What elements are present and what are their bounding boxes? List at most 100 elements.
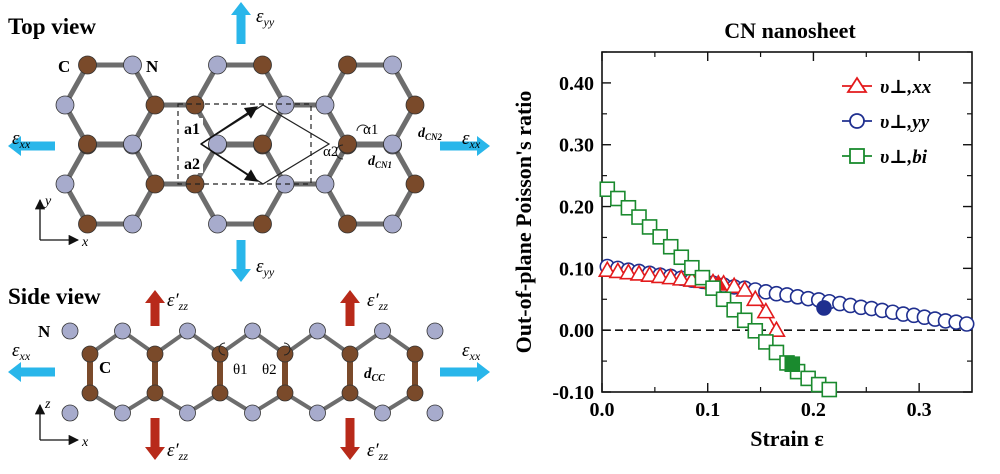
data-point-triangle xyxy=(756,302,776,319)
nitrogen-atom xyxy=(315,174,335,194)
chart-ticks: 0.0 0.1 0.2 0.3 -0.10 0.00 0.10 0.20 0.30 0.40 xyxy=(552,51,972,421)
nitrogen-label-side: N xyxy=(38,322,51,341)
legend-entry-yy: υ⊥,yy xyxy=(842,112,930,133)
chart-series xyxy=(597,181,975,398)
carbon-atom xyxy=(253,134,272,154)
nitrogen-atom xyxy=(208,134,227,154)
carbon-atom xyxy=(145,95,165,115)
nitrogen-atom xyxy=(123,214,142,234)
exx-label-side-left: εxx xyxy=(12,340,31,363)
y-tick-label: 0.10 xyxy=(559,258,594,280)
data-point-triangle xyxy=(619,263,638,280)
carbon-atom xyxy=(338,214,357,234)
data-point-triangle xyxy=(767,320,786,337)
dcc-label: dCC xyxy=(364,366,385,384)
y-axis-title: Out-of-plane Poisson's ratio xyxy=(511,91,536,354)
nitrogen-atom xyxy=(309,322,326,340)
legend-entry-xx: υ⊥,xx xyxy=(842,76,932,98)
alpha1-label: α1 xyxy=(363,122,378,138)
carbon-atom xyxy=(405,95,425,115)
carbon-atom xyxy=(78,55,97,75)
nitrogen-atom xyxy=(244,322,261,340)
a2-label: a2 xyxy=(184,156,200,173)
x-tick-label: 0.0 xyxy=(590,399,615,421)
chart-panel: CN nanosheet 0.0 0.1 0.2 0.3-0.100.000.100.… xyxy=(511,18,975,451)
unit-cell-box xyxy=(177,103,312,185)
nitrogen-atom xyxy=(315,95,335,115)
data-point-triangle xyxy=(745,289,765,307)
dcn1-label: dCN1 xyxy=(368,154,392,170)
highlight-point-square xyxy=(784,356,801,372)
carbon-atom xyxy=(338,55,357,75)
nitrogen-atom xyxy=(61,404,79,422)
data-point-triangle xyxy=(661,268,681,285)
carbon-atom xyxy=(405,174,425,194)
top-view-title: Top view xyxy=(8,14,96,39)
strain-arrow-zz-down-right xyxy=(340,418,360,460)
exx-label-side-right: εxx xyxy=(462,340,481,363)
carbon-atom xyxy=(276,345,294,363)
carbon-atom xyxy=(146,384,164,402)
data-point-triangle xyxy=(597,260,617,278)
eyy-label-bottom: εyy xyxy=(256,256,275,279)
carbon-atom xyxy=(145,174,165,194)
carbon-atom xyxy=(406,345,424,363)
nitrogen-atom xyxy=(426,322,444,340)
theta1-label: θ1 xyxy=(233,362,248,378)
carbon-atom xyxy=(253,55,272,75)
chart-legend: υ⊥,xx υ⊥,yy υ⊥,bi xyxy=(842,76,932,168)
carbon-atom xyxy=(146,345,164,363)
nitrogen-atom xyxy=(383,134,402,154)
x-tick-label: 0.2 xyxy=(801,399,826,421)
side-view-title: Side view xyxy=(8,284,101,309)
nitrogen-atom xyxy=(244,404,261,422)
carbon-atom xyxy=(406,384,424,402)
x-axis-title: Strain ε xyxy=(750,426,824,451)
alpha2-arc xyxy=(335,144,344,160)
nitrogen-atom xyxy=(383,214,402,234)
dcn2-label: dCN2 xyxy=(418,126,443,142)
exx-label-top-right: εxx xyxy=(462,128,481,151)
carbon-atom xyxy=(341,384,359,402)
nitrogen-atom xyxy=(374,322,391,340)
carbon-atom xyxy=(78,134,97,154)
y-axis-label: y xyxy=(43,194,52,209)
y-tick-label: 0.40 xyxy=(559,73,594,95)
x-tick-label: 0.3 xyxy=(907,399,932,421)
strain-arrow-yy-up xyxy=(231,2,251,44)
chart-title: CN nanosheet xyxy=(724,18,856,43)
y-tick-label: 0.20 xyxy=(559,197,594,219)
nitrogen-atom xyxy=(55,95,75,115)
data-point-triangle xyxy=(629,264,649,281)
eyy-label-top: εyy xyxy=(256,6,275,29)
alpha1-arc xyxy=(356,124,370,132)
y-tick-label: 0.00 xyxy=(559,320,594,342)
carbon-label-side: C xyxy=(99,358,111,377)
a1-label-bg xyxy=(181,118,203,138)
theta2-label: θ2 xyxy=(262,362,277,378)
strain-arrow-zz-down-left xyxy=(145,418,165,460)
strain-arrow-yy-down xyxy=(231,240,251,282)
carbon-atom xyxy=(81,384,99,402)
top-view-atoms xyxy=(55,55,425,234)
y-tick-label: 0.30 xyxy=(559,135,594,157)
ezz-label-top-left: ε′zz xyxy=(167,290,188,313)
top-view-axes: y x xyxy=(34,194,89,250)
strain-arrow-zz-up-left xyxy=(145,290,165,326)
strain-arrow-xx-side-right xyxy=(440,362,490,382)
strain-arrows xyxy=(8,2,490,460)
data-point-triangle xyxy=(608,261,628,279)
top-view-bonds xyxy=(62,62,418,227)
nitrogen-atom xyxy=(374,404,391,422)
ezz-label-bottom-right: ε′zz xyxy=(367,440,388,463)
strain-arrow-zz-up-right xyxy=(340,290,360,326)
data-point-square xyxy=(821,381,838,398)
a1-label: a1 xyxy=(184,121,200,138)
nitrogen-atom xyxy=(179,404,196,422)
carbon-atom xyxy=(211,384,229,402)
data-point-triangle xyxy=(640,265,659,282)
data-point-triangle xyxy=(724,276,744,294)
nitrogen-atom xyxy=(123,134,142,154)
legend-triangle-marker xyxy=(846,76,868,93)
